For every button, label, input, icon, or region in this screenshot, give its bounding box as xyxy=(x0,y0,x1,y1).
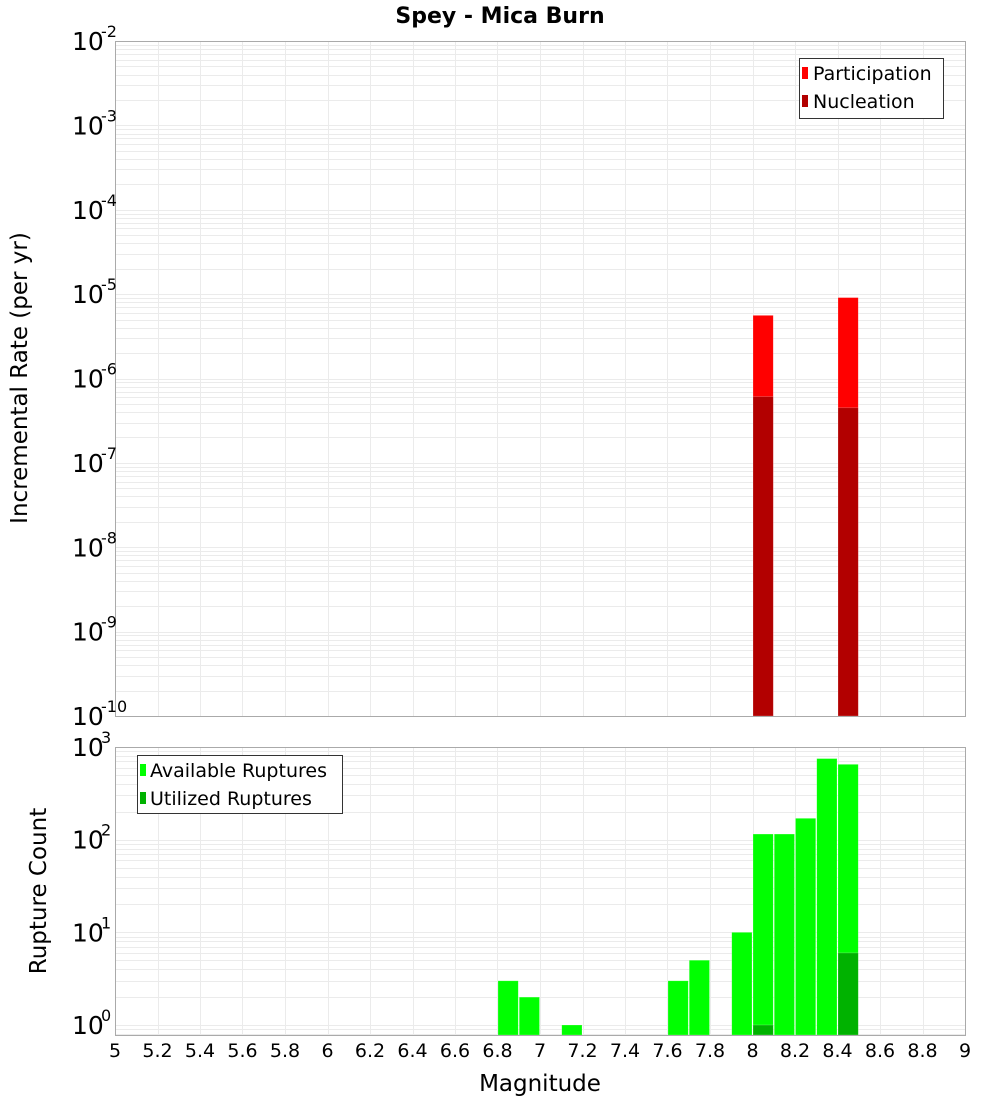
legend-nucleation: Nucleation xyxy=(813,91,915,113)
x-tick-label: 6.8 xyxy=(482,1040,512,1062)
bar-available-ruptures xyxy=(667,980,689,1036)
x-tick-label: 5.6 xyxy=(227,1040,257,1062)
y-tick-exponent: -8 xyxy=(101,528,117,547)
y-tick-label: 10 xyxy=(72,618,104,647)
legend-participation: Participation xyxy=(813,63,932,85)
participation-swatch-icon xyxy=(802,67,808,79)
y-tick-label: 10 xyxy=(72,449,104,478)
x-tick-label: 7.6 xyxy=(652,1040,682,1062)
y-tick-exponent: -7 xyxy=(101,444,117,463)
y-tick-exponent: 3 xyxy=(101,728,111,747)
bar-nucleation xyxy=(752,396,774,717)
y-tick-exponent: -10 xyxy=(101,697,127,716)
bottom-legend: Available Ruptures Utilized Ruptures xyxy=(137,755,343,814)
x-tick-label: 5.8 xyxy=(270,1040,300,1062)
top-legend-box xyxy=(799,58,944,119)
y-tick-exponent: 2 xyxy=(101,821,111,840)
x-tick-label: 8.4 xyxy=(822,1040,852,1062)
y-tick-exponent: -9 xyxy=(101,613,117,632)
y-tick-exponent: -2 xyxy=(101,22,117,41)
bar-available-ruptures xyxy=(688,959,710,1036)
x-tick-label: 5 xyxy=(109,1040,121,1062)
top-panel-incremental-rate: 10-210-310-410-510-610-710-810-910-10 In… xyxy=(7,22,966,731)
chart-title: Spey - Mica Burn xyxy=(395,4,604,29)
bar-available-ruptures xyxy=(518,996,540,1036)
bar-available-ruptures xyxy=(773,833,795,1036)
bar-available-ruptures xyxy=(752,833,774,1036)
x-tick-label: 7.4 xyxy=(610,1040,640,1062)
x-axis-ticks: 5 5.2 5.4 5.6 5.8 6 6.2 6.4 6.6 6.8 7 7.2 7.4 7.6 7.8 8… xyxy=(109,1040,971,1062)
x-tick-label: 8.8 xyxy=(907,1040,937,1062)
bottom-legend-box xyxy=(137,755,343,814)
x-tick-label: 6.4 xyxy=(397,1040,427,1062)
x-tick-label: 9 xyxy=(959,1040,971,1062)
bar-available-ruptures xyxy=(497,980,519,1036)
bar-available-ruptures xyxy=(561,1024,583,1036)
legend-utilized-ruptures: Utilized Ruptures xyxy=(150,788,312,810)
bar-nucleation xyxy=(837,407,859,717)
top-y-axis-ticks: 10-210-310-410-510-610-710-810-910-10 xyxy=(72,22,127,731)
y-tick-label: 10 xyxy=(72,27,104,56)
bottom-bars xyxy=(497,758,859,1036)
top-legend: Participation Nucleation xyxy=(799,58,944,119)
x-axis-label: Magnitude xyxy=(479,1071,601,1097)
y-tick-label: 10 xyxy=(72,826,104,855)
y-tick-exponent: -5 xyxy=(101,275,117,294)
top-gridlines xyxy=(115,41,965,717)
x-tick-label: 6 xyxy=(321,1040,333,1062)
y-tick-label: 10 xyxy=(72,196,104,225)
y-tick-exponent: -4 xyxy=(101,191,117,210)
bar-available-ruptures xyxy=(795,818,817,1036)
x-tick-label: 7.8 xyxy=(695,1040,725,1062)
y-tick-exponent: 1 xyxy=(101,913,111,932)
top-bars xyxy=(752,297,859,717)
bar-available-ruptures xyxy=(731,932,753,1036)
x-tick-label: 6.2 xyxy=(355,1040,385,1062)
y-tick-label: 10 xyxy=(72,918,104,947)
bottom-y-axis-label: Rupture Count xyxy=(26,808,52,974)
y-tick-label: 10 xyxy=(72,533,104,562)
y-tick-label: 10 xyxy=(72,1011,104,1040)
x-tick-label: 8 xyxy=(746,1040,758,1062)
x-tick-label: 6.6 xyxy=(440,1040,470,1062)
y-tick-label: 10 xyxy=(72,702,104,731)
nucleation-swatch-icon xyxy=(802,95,808,107)
y-tick-exponent: -3 xyxy=(101,106,117,125)
top-y-axis-label: Incremental Rate (per yr) xyxy=(7,232,33,524)
y-tick-exponent: 0 xyxy=(101,1006,111,1025)
x-tick-label: 5.4 xyxy=(185,1040,215,1062)
x-tick-label: 8.2 xyxy=(780,1040,810,1062)
top-plot-frame xyxy=(115,41,966,717)
y-tick-label: 10 xyxy=(72,111,104,140)
y-tick-label: 10 xyxy=(72,365,104,394)
x-tick-label: 8.6 xyxy=(865,1040,895,1062)
bar-utilized-ruptures xyxy=(837,952,859,1036)
x-tick-label: 7.2 xyxy=(567,1040,597,1062)
x-tick-label: 7 xyxy=(534,1040,546,1062)
legend-available-ruptures: Available Ruptures xyxy=(150,760,327,782)
y-tick-exponent: -6 xyxy=(101,360,117,379)
y-tick-label: 10 xyxy=(72,733,104,762)
bar-available-ruptures xyxy=(816,758,838,1036)
bottom-plot-frame xyxy=(115,747,966,1036)
x-tick-label: 5.2 xyxy=(142,1040,172,1062)
utilized-swatch-icon xyxy=(140,792,146,804)
bar-utilized-ruptures xyxy=(752,1024,774,1036)
available-swatch-icon xyxy=(140,764,146,776)
y-tick-label: 10 xyxy=(72,280,104,309)
